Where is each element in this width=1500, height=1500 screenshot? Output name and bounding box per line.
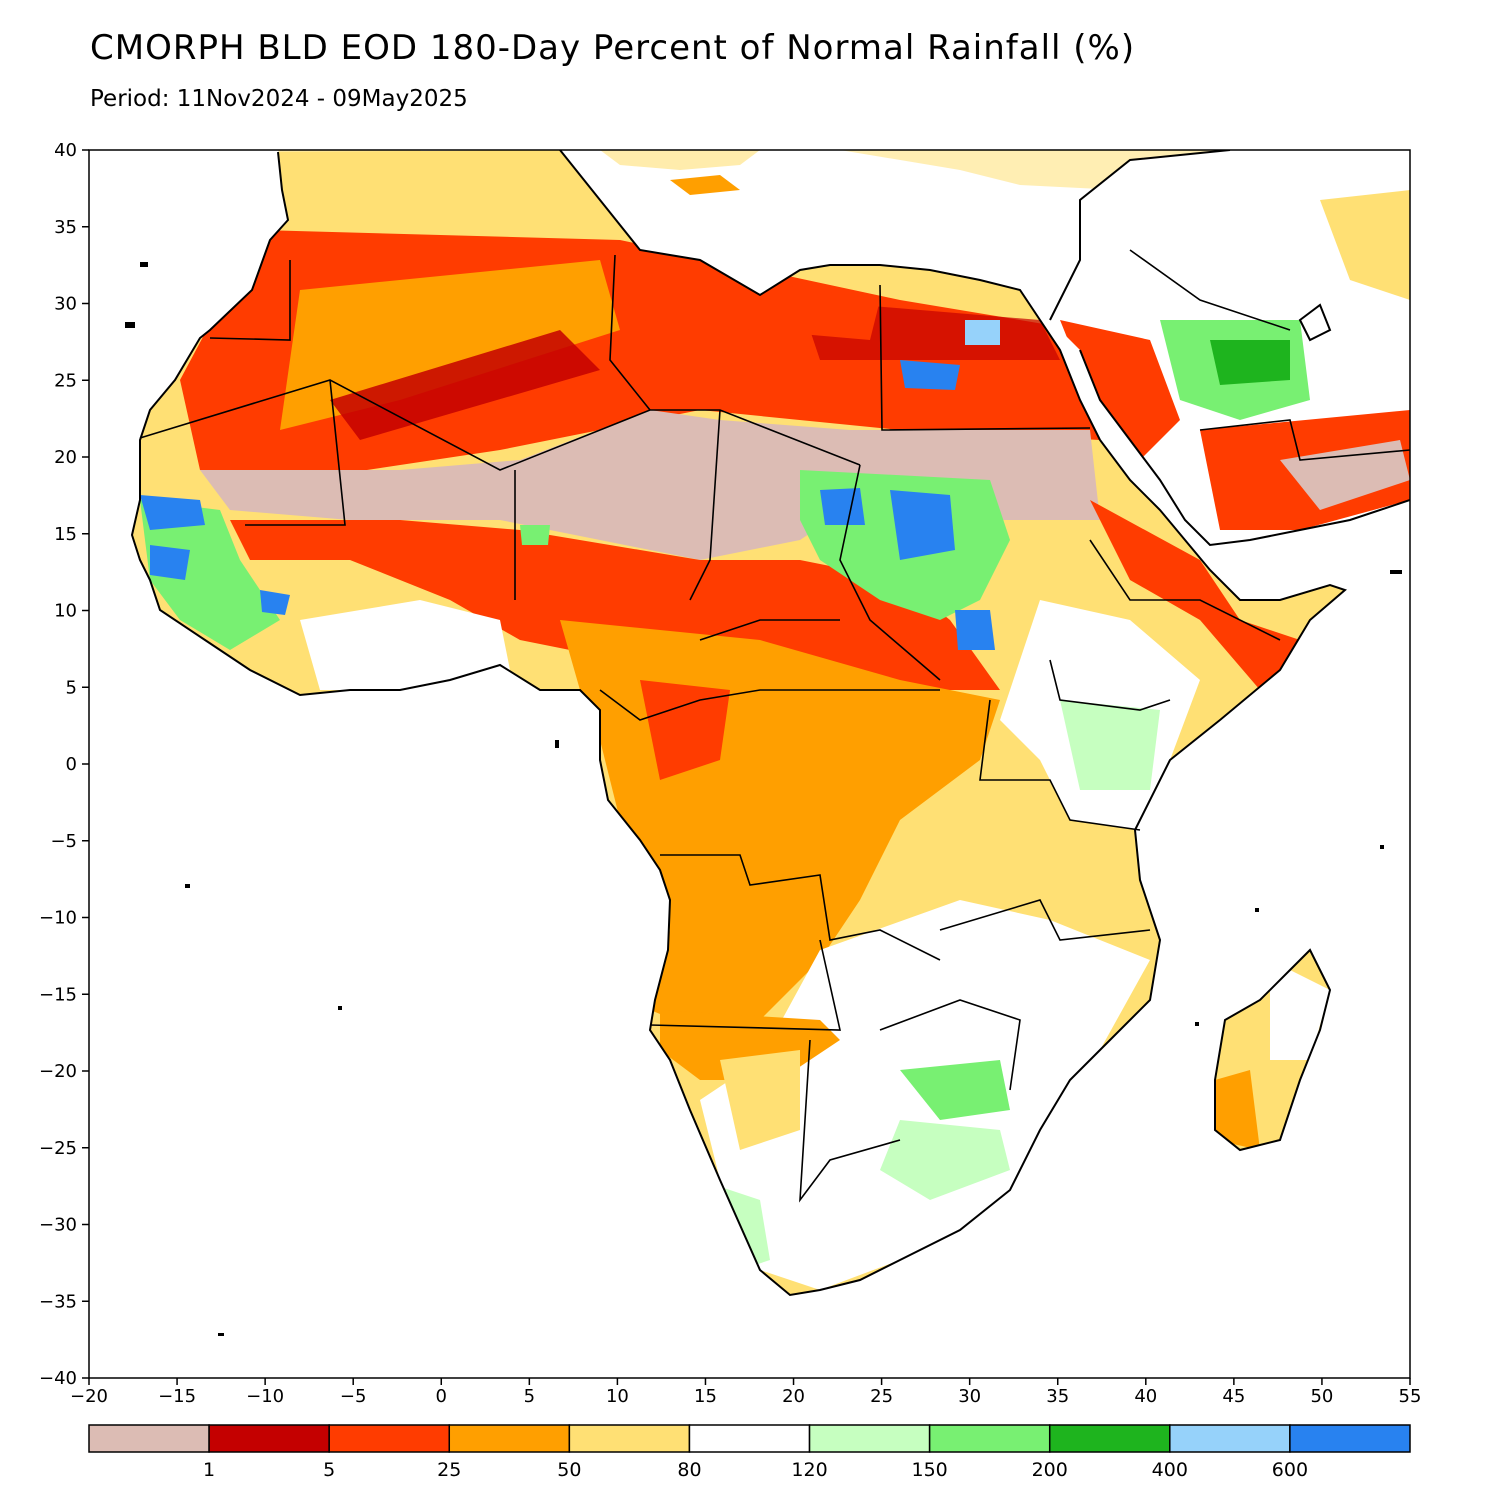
y-tick-label: −25 (39, 1138, 77, 1159)
legend-label: 150 (912, 1459, 948, 1481)
colorbar-legend: 1 5 25 50 80 120 150 200 400 600 (88, 1424, 1411, 1481)
y-tick-label: 0 (66, 754, 77, 775)
legend-label: 1 (203, 1459, 215, 1481)
arabian-peninsula (1050, 150, 1410, 545)
legend-label: 80 (677, 1459, 701, 1481)
legend-color-box (328, 1424, 451, 1453)
x-tick-label: 30 (958, 1386, 981, 1407)
x-tick-label: 55 (1399, 1386, 1422, 1407)
legend-label: 120 (791, 1459, 827, 1481)
y-tick-label: 35 (54, 217, 77, 238)
x-tick-label: −10 (246, 1386, 284, 1407)
x-tick-label: −5 (340, 1386, 367, 1407)
legend-color-box (1169, 1424, 1291, 1453)
legend-label: 5 (323, 1459, 335, 1481)
country-borders (139, 249, 1410, 1203)
x-tick-label: 5 (524, 1386, 535, 1407)
legend-label: 25 (437, 1459, 461, 1481)
y-tick-label: 15 (54, 524, 77, 545)
legend-color-box (1048, 1424, 1171, 1453)
y-tick-label: −10 (39, 908, 77, 929)
y-tick-label: −5 (50, 831, 77, 852)
x-axis: −20 −15 −10 −5 0 5 10 15 20 25 30 35 40 45 50 55 (70, 1378, 1421, 1407)
coastlines (130, 150, 1410, 1297)
y-tick-label: 20 (54, 447, 77, 468)
x-tick-label: 25 (870, 1386, 893, 1407)
y-tick-label: 25 (54, 370, 77, 391)
legend-color-box (88, 1424, 210, 1453)
y-tick-label: 40 (54, 140, 77, 161)
x-tick-label: 0 (436, 1386, 447, 1407)
x-tick-label: 35 (1046, 1386, 1069, 1407)
x-tick-label: 20 (782, 1386, 805, 1407)
y-tick-label: −15 (39, 984, 77, 1005)
legend-color-box (568, 1424, 691, 1453)
x-tick-label: 40 (1134, 1386, 1157, 1407)
y-tick-label: −35 (39, 1291, 77, 1312)
legend-label: 400 (1152, 1459, 1188, 1481)
y-tick-label: −30 (39, 1215, 77, 1236)
map-subtitle: Period: 11Nov2024 - 09May2025 (90, 86, 468, 112)
y-tick-label: 10 (54, 601, 77, 622)
x-tick-label: 10 (606, 1386, 629, 1407)
legend-color-box (688, 1424, 811, 1453)
x-tick-label: 45 (1222, 1386, 1245, 1407)
legend-label: 50 (557, 1459, 581, 1481)
legend-label: 600 (1272, 1459, 1308, 1481)
y-tick-label: 30 (54, 294, 77, 315)
map-area (89, 150, 1410, 1378)
legend-color-box (1289, 1424, 1411, 1453)
islands (125, 262, 1402, 1336)
y-tick-label: −40 (39, 1368, 77, 1389)
legend-color-box (808, 1424, 931, 1453)
legend-color-box (928, 1424, 1051, 1453)
x-tick-label: −15 (158, 1386, 196, 1407)
x-tick-label: 50 (1310, 1386, 1333, 1407)
legend-color-box (208, 1424, 330, 1453)
y-tick-label: −20 (39, 1061, 77, 1082)
y-tick-label: 5 (66, 677, 77, 698)
map-title: CMORPH BLD EOD 180-Day Percent of Normal… (90, 28, 1136, 68)
legend-color-box (448, 1424, 571, 1453)
legend-label: 200 (1032, 1459, 1068, 1481)
y-axis: 40 35 30 25 20 15 10 5 0 −5 −10 −15 −20 −25 −30 −35 −40 (39, 140, 89, 1389)
x-tick-label: −20 (70, 1386, 108, 1407)
x-tick-label: 15 (694, 1386, 717, 1407)
